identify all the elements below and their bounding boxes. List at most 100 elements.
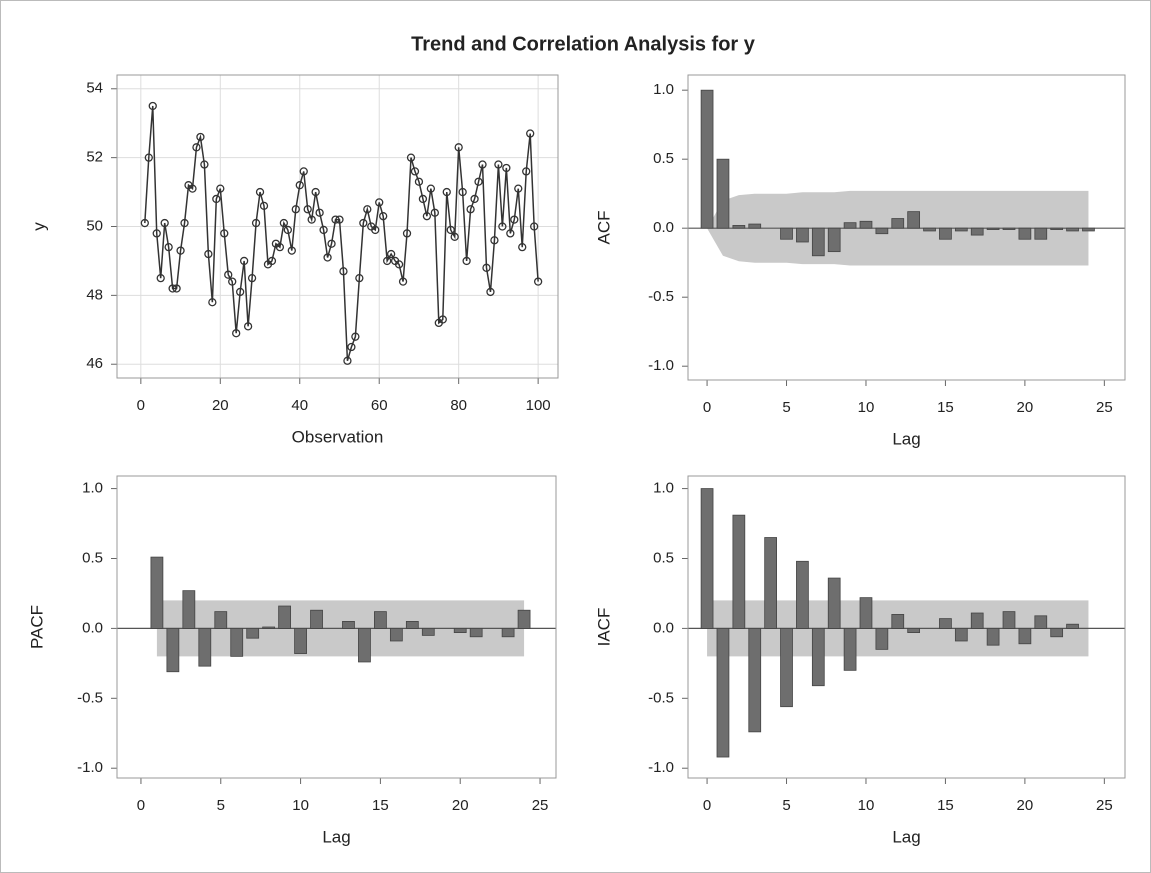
- bar: [262, 626, 276, 629]
- data-point: [446, 225, 455, 235]
- data-point: [494, 160, 503, 169]
- bar: [1034, 615, 1048, 629]
- bar: [875, 227, 889, 235]
- data-point: [140, 218, 149, 228]
- x-tick-label: 60: [371, 397, 388, 414]
- data-line: [144, 105, 539, 361]
- data-point: [363, 205, 372, 214]
- bar: [374, 611, 387, 629]
- bar: [796, 560, 809, 629]
- x-tick-label: 10: [858, 399, 875, 416]
- plot-frame: [116, 74, 559, 379]
- x-tick-label: 0: [137, 797, 145, 814]
- x-tick-label: 15: [372, 797, 389, 814]
- data-point: [331, 215, 340, 224]
- data-point: [394, 260, 404, 269]
- data-point: [220, 229, 229, 238]
- bar: [827, 227, 841, 253]
- data-point: [196, 132, 205, 142]
- data-point: [259, 201, 269, 210]
- data-point: [239, 256, 249, 266]
- data-point: [247, 273, 257, 283]
- data-point: [398, 277, 408, 286]
- x-tick-label: 5: [217, 797, 225, 814]
- data-point: [180, 218, 189, 228]
- data-point: [216, 184, 225, 193]
- data-point: [526, 129, 535, 138]
- data-point: [299, 167, 308, 176]
- data-point: [379, 212, 388, 221]
- data-point: [514, 184, 523, 193]
- bar: [954, 227, 968, 232]
- data-point: [450, 232, 459, 241]
- plot-frame: [687, 475, 1126, 779]
- bar: [859, 220, 873, 229]
- bar: [923, 227, 936, 232]
- data-point: [470, 194, 479, 204]
- data-point: [478, 160, 487, 169]
- y-tick-label: 0.5: [82, 549, 103, 566]
- bar: [970, 612, 984, 629]
- data-point: [518, 243, 527, 252]
- data-point: [160, 218, 169, 228]
- x-axis-label: Lag: [892, 827, 920, 846]
- data-point: [164, 243, 173, 252]
- bar: [970, 227, 984, 236]
- y-tick-label: 0.0: [82, 619, 103, 636]
- data-point: [243, 322, 253, 331]
- bar: [246, 627, 260, 639]
- data-point: [148, 101, 157, 111]
- x-tick-label: 80: [450, 397, 467, 414]
- bar: [891, 614, 905, 629]
- bar: [780, 227, 793, 240]
- bar: [716, 158, 730, 229]
- data-point: [466, 205, 475, 214]
- data-point: [502, 163, 511, 173]
- data-point: [232, 329, 241, 338]
- data-point: [410, 167, 420, 176]
- y-tick-label: 46: [86, 355, 103, 372]
- bar: [732, 225, 746, 229]
- y-tick-label: 50: [86, 217, 103, 234]
- y-tick-label: -1.0: [648, 759, 674, 776]
- data-point: [533, 277, 543, 286]
- bar: [278, 605, 292, 629]
- data-point: [267, 256, 277, 266]
- bar: [1002, 611, 1016, 629]
- bar: [421, 627, 435, 636]
- x-axis-label: Observation: [292, 427, 384, 446]
- data-point: [236, 287, 245, 297]
- y-tick-label: 1.0: [653, 81, 674, 98]
- data-point: [275, 243, 285, 252]
- plot-frame: [116, 475, 557, 779]
- bar: [843, 222, 857, 229]
- y-tick-label: -1.0: [77, 759, 103, 776]
- data-point: [152, 229, 161, 238]
- bar: [1002, 227, 1016, 230]
- x-axis-label: Lag: [322, 827, 350, 846]
- x-tick-label: 15: [937, 797, 954, 814]
- y-tick-label: -0.5: [648, 288, 674, 305]
- y-tick-label: 52: [86, 149, 103, 166]
- data-point: [208, 298, 217, 307]
- data-point: [506, 229, 515, 238]
- x-tick-label: 0: [703, 797, 711, 814]
- data-point: [172, 284, 181, 293]
- y-axis-label: ACF: [594, 211, 613, 245]
- bar: [166, 627, 180, 673]
- data-point: [371, 225, 380, 235]
- bar: [811, 227, 825, 257]
- plot-frame: [687, 74, 1126, 381]
- x-tick-label: 0: [703, 399, 711, 416]
- bar: [517, 609, 531, 629]
- data-point: [319, 225, 328, 235]
- bar: [294, 627, 307, 654]
- x-tick-label: 5: [782, 797, 790, 814]
- data-point: [486, 287, 495, 297]
- data-point: [168, 284, 177, 293]
- bar: [1082, 227, 1095, 232]
- data-point: [323, 253, 332, 262]
- x-tick-label: 100: [526, 397, 551, 414]
- bar: [843, 627, 857, 671]
